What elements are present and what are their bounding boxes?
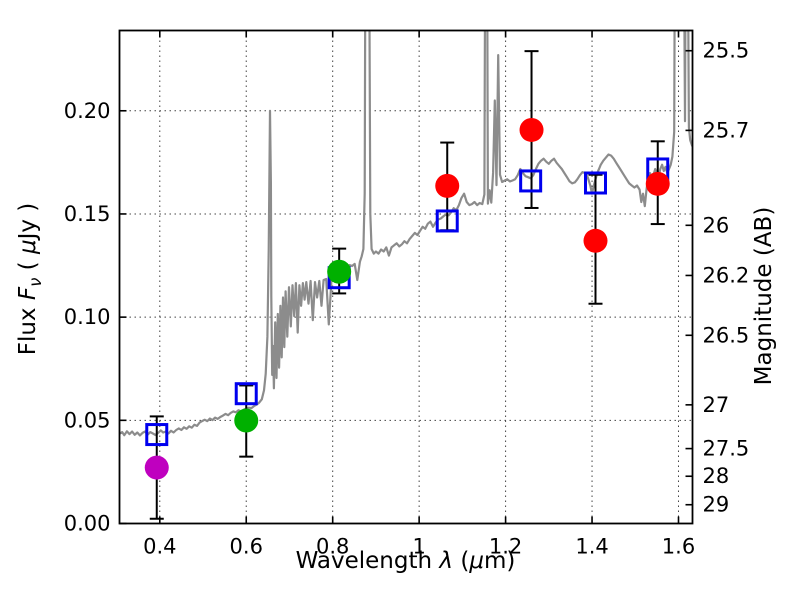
svg-text:26: 26 (703, 213, 730, 237)
svg-text:1.2: 1.2 (489, 535, 522, 559)
svg-text:26.5: 26.5 (703, 323, 750, 347)
svg-text:29: 29 (703, 493, 730, 517)
svg-text:0.6: 0.6 (230, 535, 263, 559)
svg-text:1.4: 1.4 (575, 535, 608, 559)
svg-text:0.10: 0.10 (64, 305, 111, 329)
x-axis-ticks: 0.4 0.6 0.8 1 1.2 1.4 1.6 (143, 30, 695, 559)
svg-text:28: 28 (703, 464, 730, 488)
model-photometry-squares (145, 157, 670, 447)
svg-text:0.4: 0.4 (143, 535, 176, 559)
model-spectrum-line (119, 30, 693, 437)
x-axis-label-wavelength: Wavelength λ (μm) (295, 548, 516, 574)
svg-text:0.8: 0.8 (316, 535, 349, 559)
svg-text:0.20: 0.20 (64, 99, 111, 123)
svg-text:1.6: 1.6 (662, 535, 695, 559)
svg-text:27.5: 27.5 (703, 437, 750, 461)
svg-text:0.00: 0.00 (64, 512, 111, 536)
y-axis-label-magnitude: Magnitude (AB) (751, 206, 777, 386)
y-axis-ticks-left: 0.00 0.05 0.10 0.15 0.20 (64, 99, 127, 536)
svg-text:0.05: 0.05 (64, 408, 111, 432)
svg-text:26.2: 26.2 (703, 263, 750, 287)
svg-text:25.5: 25.5 (703, 39, 750, 63)
svg-text:27: 27 (703, 393, 730, 417)
y-axis-ticks-right: 25.5 25.7 26 26.2 26.5 27 27.5 28 29 (685, 39, 750, 517)
y-axis-label-flux: Flux Fν ( μJy ) (15, 202, 45, 356)
svg-text:1: 1 (412, 535, 425, 559)
svg-text:25.7: 25.7 (703, 118, 750, 142)
svg-text:0.15: 0.15 (64, 202, 111, 226)
observed-photometry-circles (144, 117, 670, 480)
plot-frame (118, 29, 694, 525)
